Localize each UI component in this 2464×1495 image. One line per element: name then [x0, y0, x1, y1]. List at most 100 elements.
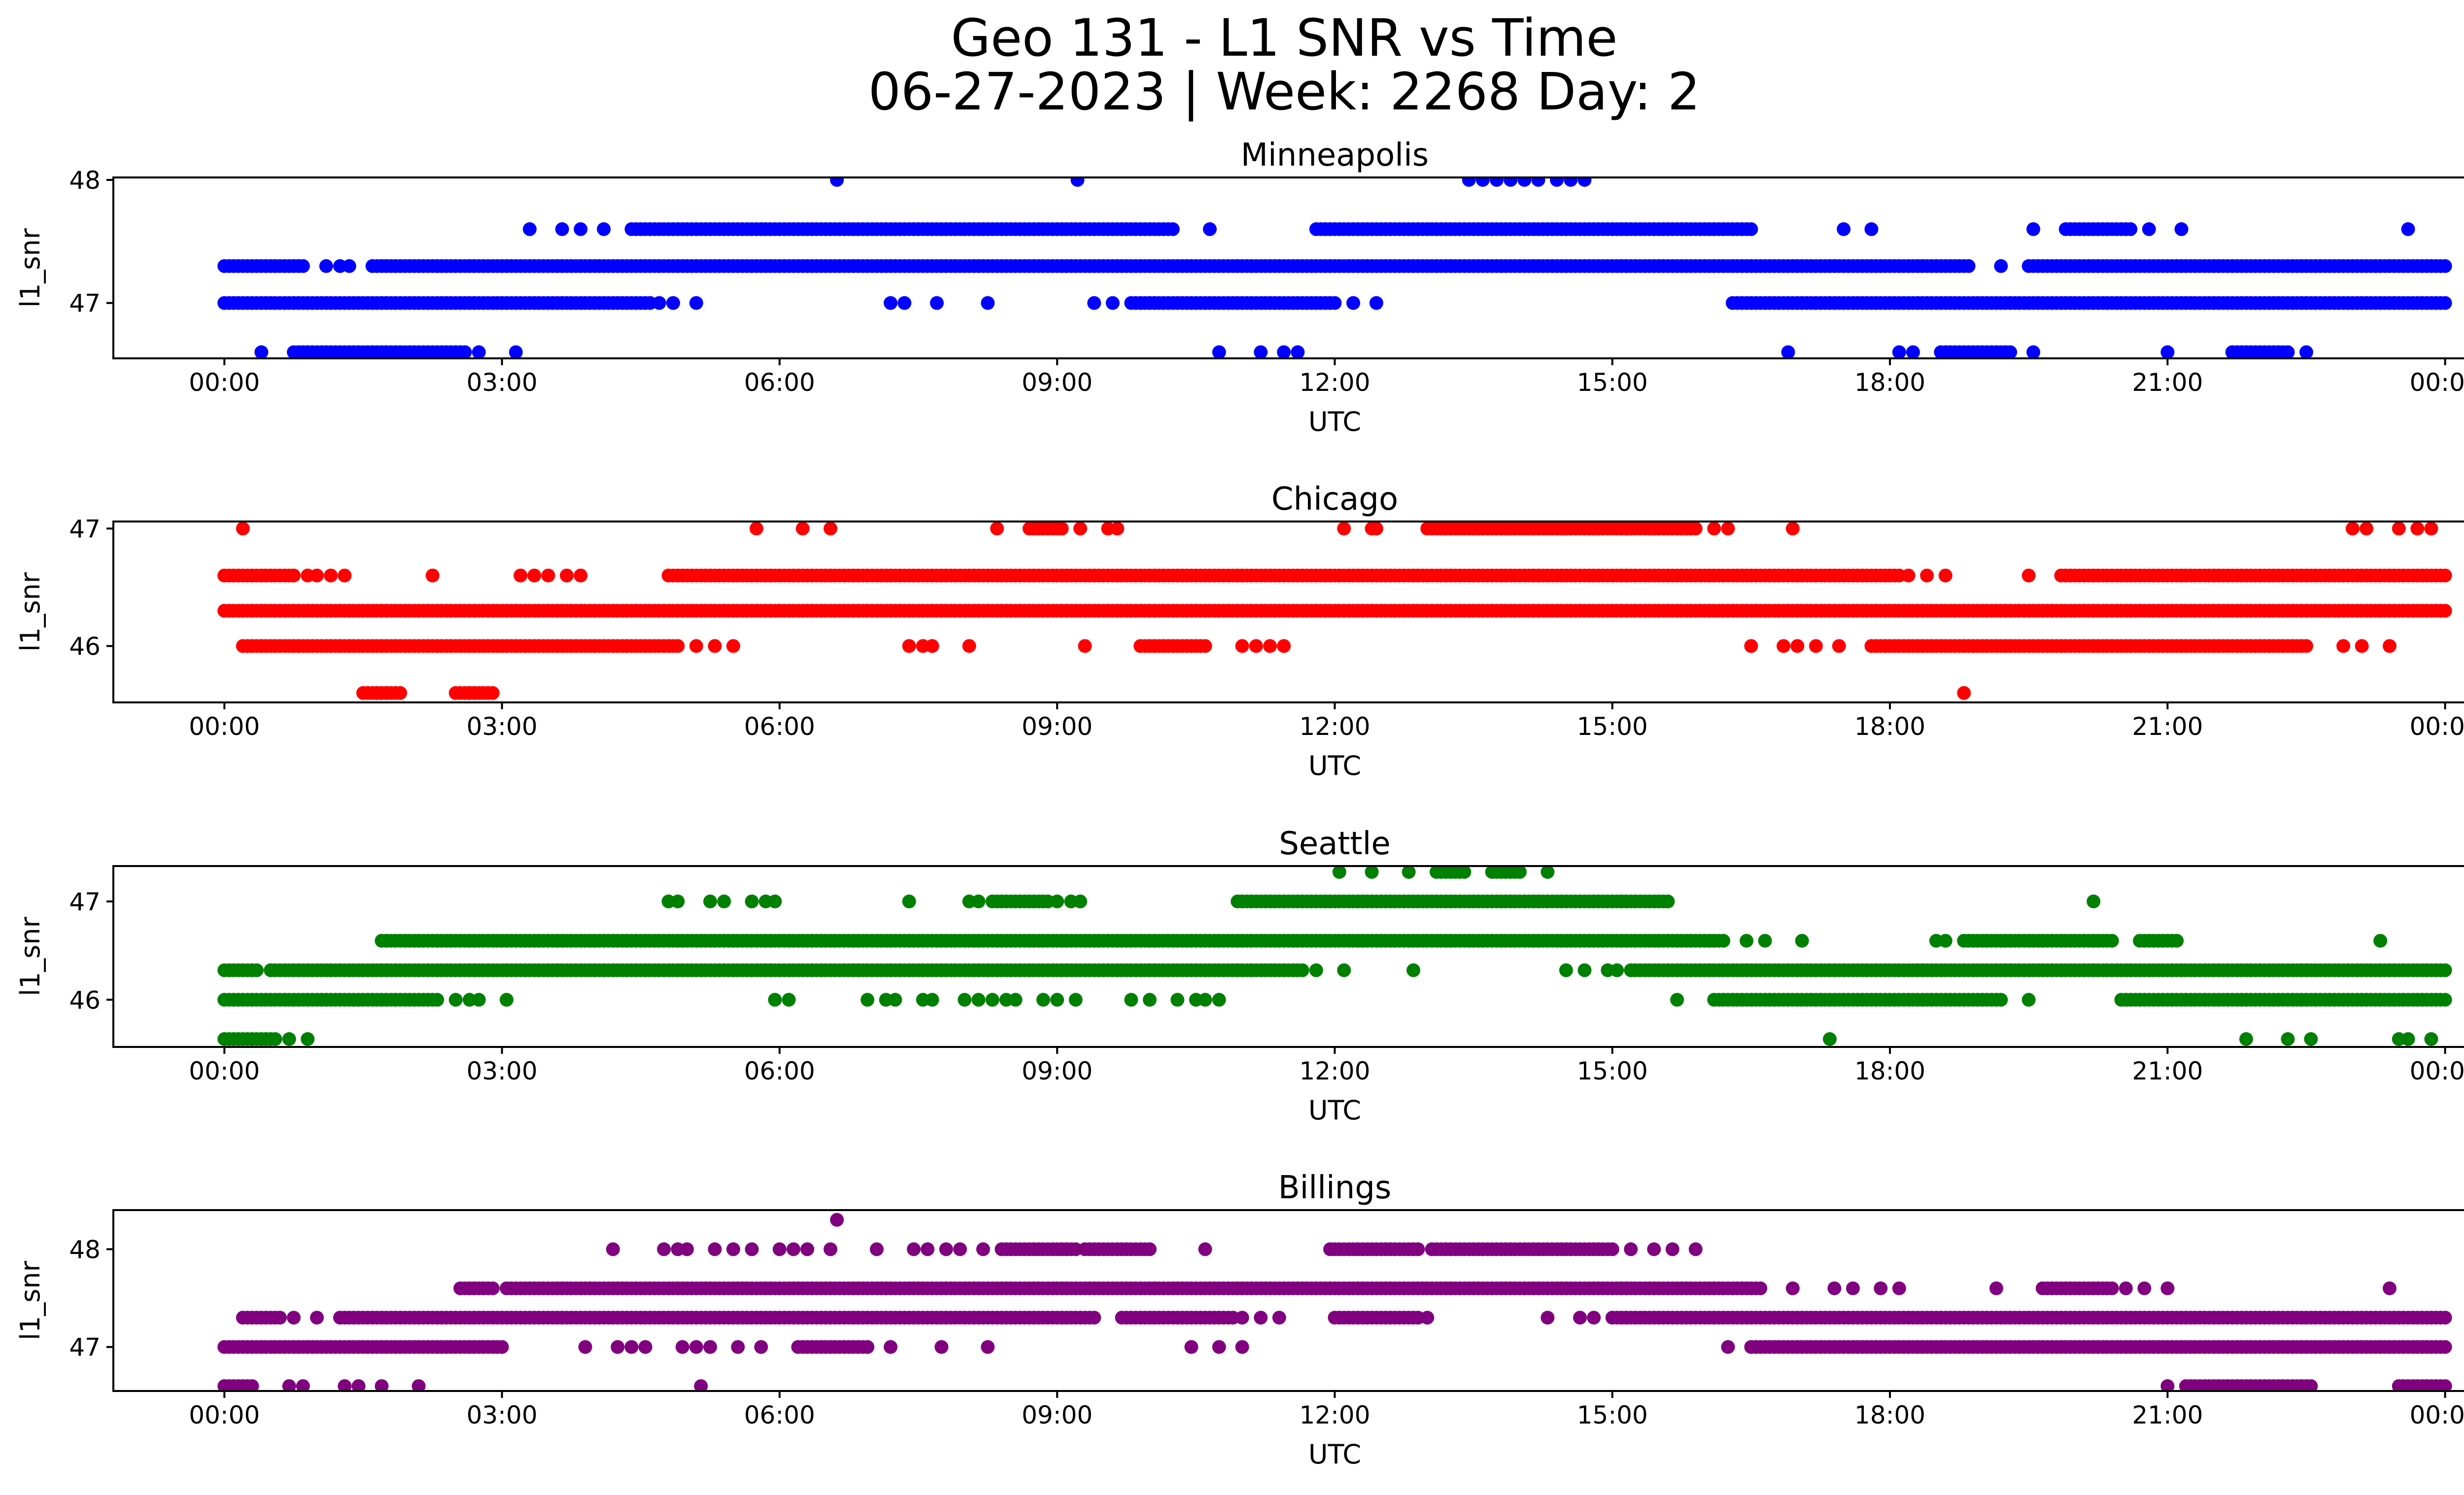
- data-point: [282, 1379, 296, 1391]
- data-point: [2355, 639, 2369, 653]
- data-point: [897, 296, 912, 310]
- data-point: [296, 1379, 310, 1391]
- data-point: [953, 1242, 967, 1256]
- data-point: [1332, 866, 1346, 879]
- data-point: [1577, 963, 1592, 977]
- data-point: [1198, 1242, 1212, 1256]
- data-point: [1105, 296, 1120, 310]
- x-tick-label: 03:00: [467, 368, 538, 397]
- data-point: [430, 993, 445, 1007]
- data-point: [597, 222, 611, 236]
- data-point: [1277, 345, 1291, 358]
- data-point: [1957, 686, 1971, 700]
- figure-title-line1: Geo 131 - L1 SNR vs Time: [951, 8, 1617, 68]
- x-tick-label: 09:00: [1022, 1401, 1093, 1429]
- data-point: [1078, 639, 1092, 653]
- data-point: [745, 894, 759, 908]
- y-tick-label: 46: [69, 632, 101, 661]
- x-tick-label: 21:00: [2132, 1401, 2203, 1429]
- data-point: [1050, 993, 1064, 1007]
- data-point: [1170, 993, 1185, 1007]
- data-point: [1624, 1242, 1638, 1256]
- data-point: [680, 1242, 694, 1256]
- data-point: [1920, 568, 1934, 583]
- data-point: [2026, 222, 2041, 236]
- data-point: [1809, 639, 1823, 653]
- x-tick-label: 21:00: [2132, 1057, 2203, 1085]
- data-point: [638, 1340, 652, 1354]
- scatter-points-seattle: [217, 866, 2452, 1046]
- data-point: [1249, 639, 1263, 653]
- data-point: [823, 1242, 838, 1256]
- data-point: [860, 1340, 875, 1354]
- data-point: [958, 993, 972, 1007]
- data-point: [1688, 522, 1703, 536]
- data-point: [1744, 222, 1758, 236]
- data-point: [1008, 993, 1023, 1007]
- data-point: [657, 1242, 671, 1256]
- data-point: [296, 259, 310, 273]
- data-point: [2299, 639, 2313, 653]
- data-point: [2401, 1032, 2415, 1046]
- y-tick-label: 48: [69, 166, 101, 195]
- data-point: [823, 522, 838, 536]
- data-point: [1661, 894, 1675, 908]
- data-point: [338, 1379, 352, 1391]
- data-point: [310, 1311, 324, 1325]
- data-point: [342, 259, 356, 273]
- data-point: [1938, 568, 1952, 583]
- data-point: [1198, 639, 1212, 653]
- data-point: [2299, 345, 2313, 358]
- data-point: [1740, 934, 1754, 948]
- data-point: [782, 993, 796, 1007]
- data-point: [2410, 522, 2425, 536]
- x-tick-label: 00:00: [2410, 712, 2464, 741]
- scatter-points-chicago: [217, 522, 2452, 700]
- data-point: [2142, 222, 2156, 236]
- data-point: [606, 1242, 620, 1256]
- data-point: [2438, 568, 2452, 583]
- data-point: [1573, 1311, 1587, 1325]
- data-point: [2438, 1340, 2452, 1354]
- data-point: [2360, 522, 2374, 536]
- data-point: [393, 686, 408, 700]
- data-point: [1892, 345, 1906, 358]
- data-point: [1758, 934, 1772, 948]
- data-point: [1605, 1242, 1619, 1256]
- data-point: [1073, 522, 1088, 536]
- x-tick-label: 21:00: [2132, 712, 2203, 741]
- data-point: [1994, 993, 2008, 1007]
- data-point: [1050, 894, 1064, 908]
- data-point: [1337, 522, 1351, 536]
- data-point: [1540, 1311, 1555, 1325]
- x-tick-label: 06:00: [744, 1401, 815, 1429]
- data-point: [1610, 963, 1624, 977]
- data-point: [689, 1340, 703, 1354]
- data-point: [1901, 568, 1916, 583]
- data-point: [527, 568, 542, 583]
- data-point: [768, 993, 782, 1007]
- data-point: [1837, 222, 1851, 236]
- data-point: [1989, 1281, 2003, 1295]
- y-axis-label: l1_snr: [15, 228, 46, 308]
- x-tick-label: 21:00: [2132, 368, 2203, 397]
- data-point: [1143, 993, 1157, 1007]
- data-point: [611, 1340, 625, 1354]
- data-point: [971, 894, 986, 908]
- data-point: [1365, 866, 1379, 879]
- data-point: [1309, 963, 1323, 977]
- data-point: [555, 222, 569, 236]
- data-point: [888, 993, 902, 1007]
- data-point: [1124, 993, 1138, 1007]
- x-tick-label: 06:00: [744, 712, 815, 741]
- data-point: [1795, 934, 1809, 948]
- data-point: [1235, 1311, 1249, 1325]
- data-point: [1203, 222, 1217, 236]
- data-point: [1337, 963, 1351, 977]
- data-point: [981, 296, 995, 310]
- x-tick-label: 15:00: [1577, 1057, 1648, 1085]
